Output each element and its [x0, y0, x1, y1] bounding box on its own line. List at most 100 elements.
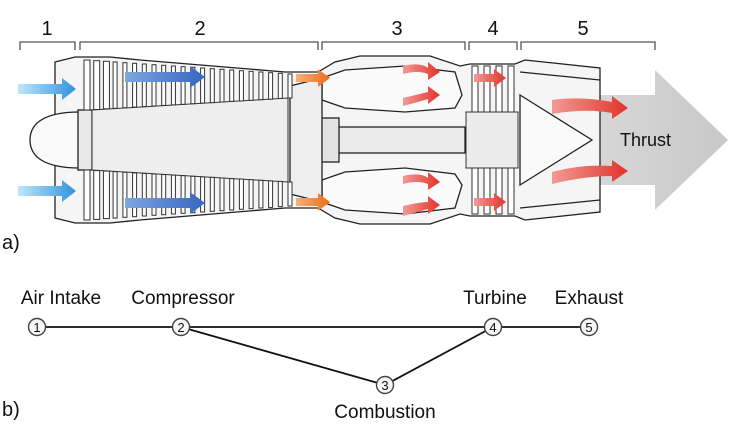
compressor-blade-lower — [277, 180, 283, 208]
compressor-blade-upper — [151, 64, 157, 107]
compressor-blade-lower — [287, 181, 293, 207]
bracket-5 — [520, 41, 656, 50]
turbine-blade-upper — [495, 65, 503, 113]
compressor-drum — [91, 97, 289, 183]
compressor-blade-upper — [229, 69, 235, 102]
compressor-blade-upper — [238, 70, 244, 102]
compressor-blade-lower — [151, 173, 157, 216]
compressor-blade-lower — [122, 171, 128, 218]
node-circle — [27, 317, 47, 337]
compressor-blade-lower — [200, 176, 206, 213]
compressor-blade-lower — [219, 177, 225, 212]
node-circle — [579, 317, 599, 337]
node-combustion: 3 Combustion — [334, 375, 436, 423]
fan-hub — [77, 109, 93, 171]
air-intake-arrows — [18, 78, 76, 202]
turbine-blade-lower — [507, 167, 515, 215]
compressor-blade-upper — [219, 68, 225, 103]
section-number-2: 2 — [194, 18, 205, 40]
turbine-blade-lower — [495, 167, 503, 215]
compressor-blade-upper — [93, 60, 101, 110]
node-number: 2 — [177, 320, 184, 335]
node-turbine: 4 Turbine — [463, 288, 527, 337]
panel-label-b: b) — [2, 399, 20, 421]
diffuser — [289, 77, 323, 203]
turbine-blade-lower — [483, 167, 491, 215]
bracket-2 — [79, 41, 319, 50]
compressor-blade-lower — [209, 176, 215, 212]
compressor-blade-upper — [122, 62, 128, 109]
fuel-arrow-upper — [296, 69, 330, 87]
section-brackets — [19, 41, 656, 50]
node-label-combustion: Combustion — [334, 402, 435, 423]
turbine-disc — [465, 111, 519, 169]
compressor-arrow-lower — [125, 192, 205, 214]
compressor-blade-upper — [258, 71, 264, 101]
compressor-blade-lower — [161, 174, 167, 216]
compressor-blade-upper — [83, 59, 91, 111]
exhaust-cone — [519, 93, 594, 187]
compressor-blade-upper — [112, 61, 118, 109]
panel-label-a: a) — [2, 232, 20, 254]
compressor-arrows — [125, 66, 205, 214]
combustor-lower — [321, 167, 463, 215]
turbine-blades — [465, 65, 519, 215]
section-number-4: 4 — [487, 18, 498, 40]
section-number-5: 5 — [577, 18, 588, 40]
exhaust-duct-upper — [519, 71, 601, 81]
turbine-blade-upper — [507, 65, 515, 113]
turbine-arrow-upper — [474, 69, 506, 87]
exhaust-duct-lower — [519, 199, 601, 209]
node-number: 1 — [33, 320, 40, 335]
compressor-blade-lower — [258, 179, 264, 209]
compressor-blade-upper — [287, 73, 293, 99]
compressor-blade-upper — [200, 67, 206, 104]
fuel-arrow-lower — [296, 193, 330, 211]
compressor-blade-upper — [277, 72, 283, 100]
compressor-blade-lower — [141, 172, 147, 217]
turbine-blade-upper — [471, 65, 479, 113]
node-label-compressor: Compressor — [131, 288, 235, 309]
thrust-label: Thrust — [620, 130, 671, 150]
exhaust-arrow-upper — [552, 96, 628, 119]
compressor-blade-upper — [180, 66, 186, 105]
compressor-blade-lower — [180, 175, 186, 214]
node-number: 5 — [585, 320, 592, 335]
node-label-turbine: Turbine — [463, 288, 527, 309]
node-circle — [483, 317, 503, 337]
bracket-4 — [468, 41, 518, 50]
combustor-arrow-1 — [403, 62, 440, 80]
compressor-arrow-upper — [125, 66, 205, 88]
section-numbers: 1 2 3 4 5 — [41, 18, 588, 40]
node-exhaust: 5 Exhaust — [555, 288, 624, 337]
turbine-blade-lower — [471, 167, 479, 215]
compressor-blade-lower — [112, 171, 118, 219]
compressor-blade-upper — [268, 72, 274, 100]
nose-cone — [29, 111, 81, 169]
compressor-blade-lower — [170, 174, 176, 215]
flow-graph-nodes: 1 Air Intake 2 Compressor 3 Combustion 4… — [21, 288, 624, 423]
section-number-3: 3 — [391, 18, 402, 40]
node-label-air-intake: Air Intake — [21, 288, 101, 309]
edge-3-4 — [384, 326, 494, 386]
node-air-intake: 1 Air Intake — [21, 288, 101, 337]
node-circle — [375, 375, 395, 395]
compressor-blade-upper — [161, 64, 167, 106]
flow-graph-edges — [37, 326, 589, 386]
node-label-exhaust: Exhaust — [555, 288, 624, 309]
fuel-arrows — [296, 69, 330, 211]
compressor-blade-upper — [132, 62, 138, 108]
bracket-3 — [321, 41, 466, 50]
combustor-upper — [321, 65, 463, 113]
compressor-blade-lower — [93, 170, 101, 220]
bracket-1 — [19, 41, 76, 50]
compressor-blade-upper — [248, 70, 254, 101]
compressor-blade-lower — [268, 180, 274, 208]
node-compressor: 2 Compressor — [131, 288, 235, 337]
main-shaft — [329, 126, 466, 154]
compressor-blade-upper — [209, 68, 215, 104]
exhaust-arrow-lower — [552, 160, 628, 184]
compressor-blade-upper — [141, 63, 147, 108]
compressor-blade-lower — [132, 172, 138, 218]
